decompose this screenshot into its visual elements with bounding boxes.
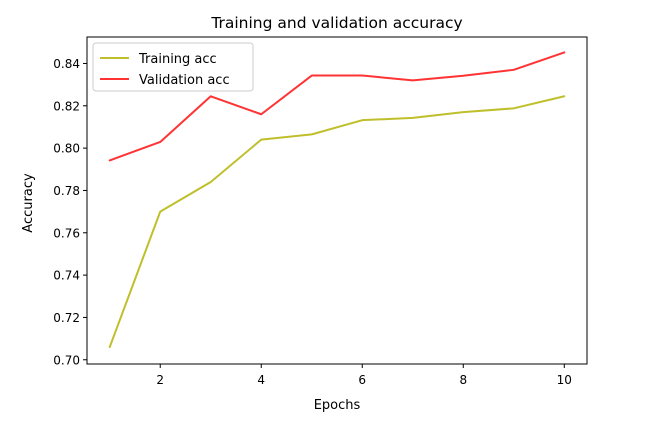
legend-frame: [92, 42, 254, 92]
series-line-training-acc: [108, 95, 566, 349]
ticks-layer: 2 4 6 8 10 0.70 0.72 0.74 0.76 0.78 0.80 0.82 0.84: [53, 57, 572, 387]
y-tick-label: 0.82: [53, 99, 80, 113]
plot-area-frame: [86, 36, 588, 365]
legend-label-validation: Validation acc: [139, 73, 230, 88]
series-line-validation-acc: [108, 51, 566, 162]
chart-title: Training and validation accuracy: [210, 14, 462, 32]
x-tick-label: 2: [156, 373, 164, 387]
y-tick-label: 0.70: [53, 353, 80, 367]
y-tick-label: 0.72: [53, 311, 80, 325]
y-tick-label: 0.80: [53, 142, 80, 156]
series-layer: [108, 51, 566, 349]
legend: Training acc Validation acc: [92, 42, 254, 92]
x-tick-label: 10: [557, 373, 572, 387]
legend-label-training: Training acc: [138, 52, 217, 67]
y-axis-label: Accuracy: [21, 173, 36, 233]
x-axis-label: Epochs: [314, 398, 361, 413]
y-tick-label: 0.78: [53, 184, 80, 198]
x-tick-label: 8: [459, 373, 467, 387]
x-tick-label: 4: [257, 373, 265, 387]
y-tick-label: 0.76: [53, 226, 80, 240]
y-tick-label: 0.74: [53, 269, 80, 283]
x-tick-label: 6: [358, 373, 366, 387]
y-tick-label: 0.84: [53, 57, 80, 71]
